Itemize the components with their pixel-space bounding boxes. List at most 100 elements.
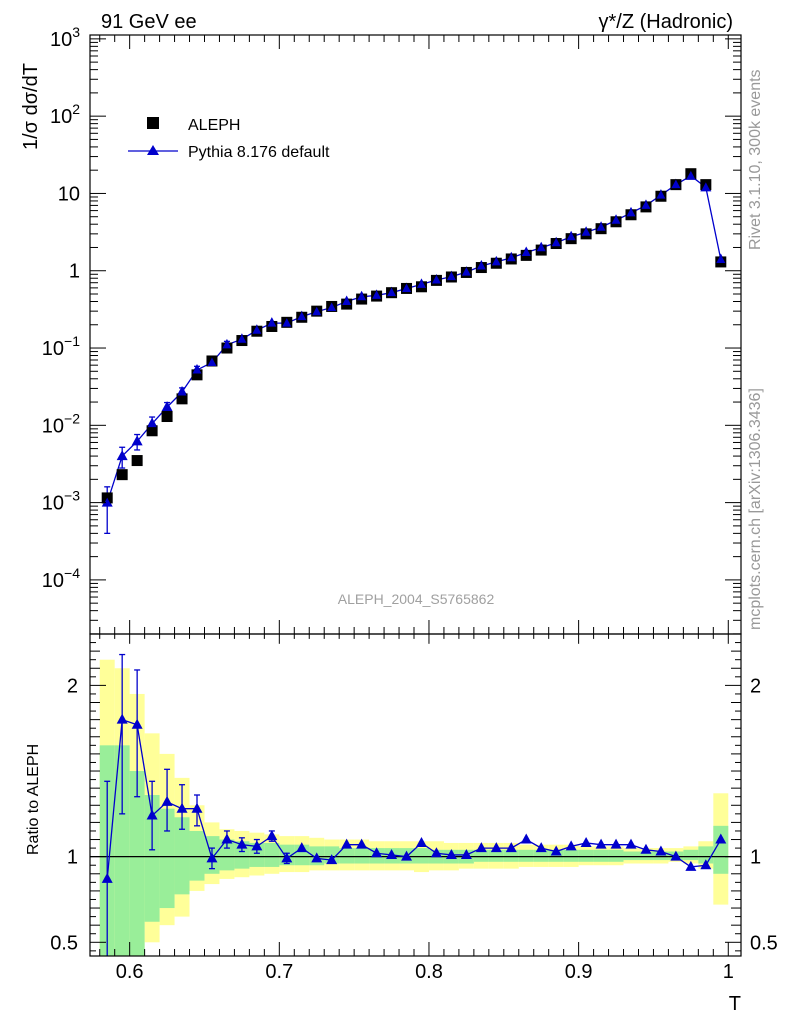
ratio-band-inner: [174, 817, 190, 895]
ratio-mc-point: [251, 840, 263, 851]
main-mc-point-overlay: [132, 436, 142, 445]
main-mc-point-overlay: [267, 318, 277, 327]
x-tick-labels: 0.6 0.7 0.8 0.9 1: [116, 961, 734, 983]
x-tick-label: 0.7: [265, 961, 293, 983]
ratio-mc-point: [685, 860, 697, 871]
main-mc-point-overlay: [147, 418, 157, 428]
main-mc-point-overlay: [536, 242, 546, 252]
ratio-mc-point: [640, 843, 652, 854]
ratio-mc-point: [221, 833, 233, 844]
x-tick-label: 0.6: [116, 961, 144, 983]
ratio-mc-point: [445, 848, 457, 859]
ratio-mc-series: [101, 653, 727, 956]
main-mc-point-overlay: [117, 451, 127, 460]
ratio-band-inner: [339, 848, 355, 864]
main-y-tick-label: 1: [69, 261, 80, 283]
main-mc-point-overlay: [416, 279, 426, 288]
main-data-point: [161, 411, 173, 423]
ratio-mc-point: [386, 848, 398, 859]
ratio-y-tick-label-right: 0.5: [750, 932, 778, 954]
ratio-mc-point: [371, 847, 383, 858]
ratio-mc-point: [700, 859, 712, 870]
ratio-band-inner: [548, 849, 564, 862]
main-mc-point-overlay: [177, 386, 187, 396]
ratio-mc-point: [535, 842, 547, 853]
ratio-band-inner: [563, 849, 579, 862]
analysis-watermark: ALEPH_2004_S5765862: [338, 591, 495, 607]
legend-aleph-label: ALEPH: [188, 117, 240, 134]
main-mc-point-overlay: [357, 291, 367, 301]
main-mc-point-overlay: [431, 274, 441, 284]
ratio-band-inner: [488, 849, 504, 862]
main-y-tick-label: 102: [50, 101, 80, 128]
ratio-mc-point: [356, 838, 368, 849]
ratio-mc-point: [116, 713, 128, 724]
legend-aleph-marker: [147, 117, 159, 129]
ratio-band-inner: [533, 849, 549, 862]
ratio-band-inner: [189, 830, 205, 881]
main-mc-point-overlay: [461, 267, 471, 276]
main-mc-point-overlay: [641, 200, 651, 209]
x-tick-label: 0.9: [565, 961, 593, 983]
ratio-mc-point: [430, 847, 442, 858]
ratio-band-inner: [713, 825, 729, 874]
main-mc-point-overlay: [207, 357, 217, 366]
main-mc-point-overlay: [716, 254, 726, 263]
ratio-mc-point: [580, 836, 592, 847]
main-mc-point-overlay: [192, 364, 202, 374]
main-mc-point-overlay: [656, 190, 666, 199]
ratio-mc-point: [266, 830, 278, 841]
main-mc-point-overlay: [611, 215, 621, 224]
x-tick-label: 1: [723, 961, 734, 983]
ratio-band-inner: [638, 851, 654, 861]
ratio-band-inner: [683, 849, 699, 861]
x-tick-label: 0.8: [415, 961, 443, 983]
ratio-band-inner: [129, 771, 145, 956]
main-data-series: [101, 168, 727, 507]
main-mc-point-overlay: [566, 231, 576, 241]
ratio-band-inner: [653, 851, 669, 861]
ratio-mc-point: [206, 852, 218, 863]
ratio-mc-point: [505, 842, 517, 853]
header-right-label: γ*/Z (Hadronic): [599, 11, 733, 33]
main-mc-point-overlay: [237, 334, 247, 343]
ratio-mc-point: [236, 838, 248, 849]
ratio-mc-point: [655, 845, 667, 856]
ratio-mc-point: [296, 842, 308, 853]
mcplots-label: mcplots.cern.ch [arXiv:1306.3436]: [747, 388, 764, 630]
main-data-point: [131, 455, 143, 467]
main-mc-point-overlay: [162, 402, 172, 411]
main-mc-series: [101, 169, 727, 535]
ratio-mc-point: [161, 795, 173, 806]
ratio-band-inner: [623, 851, 639, 861]
ratio-band-inner: [503, 849, 519, 862]
main-mc-point-overlay: [387, 287, 397, 297]
ratio-band-inner: [593, 849, 609, 862]
ratio-mc-point: [131, 718, 143, 729]
main-mc-point-overlay: [312, 306, 322, 316]
ratio-mc-point: [715, 833, 727, 844]
main-y-tick-label: 103: [50, 24, 80, 51]
main-y-tick-label: 10−3: [42, 488, 80, 515]
main-data-point: [146, 425, 158, 437]
main-mc-point-overlay: [222, 339, 232, 349]
main-mc-point-overlay: [282, 318, 292, 327]
ratio-mc-point: [176, 802, 188, 813]
ratio-y-tick-label-left: 0.5: [50, 932, 78, 954]
main-y-tick-label: 10: [58, 183, 80, 205]
main-mc-point-overlay: [446, 271, 456, 281]
header-left-label: 91 GeV ee: [101, 11, 197, 33]
ratio-mc-point: [490, 842, 502, 853]
ratio-y-tick-labels: 0.5 0.5 1 1 2 2: [50, 675, 778, 954]
ratio-mc-point: [520, 833, 532, 844]
legend: ALEPH Pythia 8.176 default: [128, 117, 330, 161]
main-mc-point-overlay: [701, 182, 711, 191]
legend-pythia-label: Pythia 8.176 default: [188, 144, 330, 161]
main-y-tick-label: 10−2: [42, 410, 80, 437]
ratio-mc-point: [311, 852, 323, 863]
main-mc-point-overlay: [521, 247, 531, 257]
main-mc-point-overlay: [297, 311, 307, 321]
ratio-mc-point: [401, 850, 413, 861]
